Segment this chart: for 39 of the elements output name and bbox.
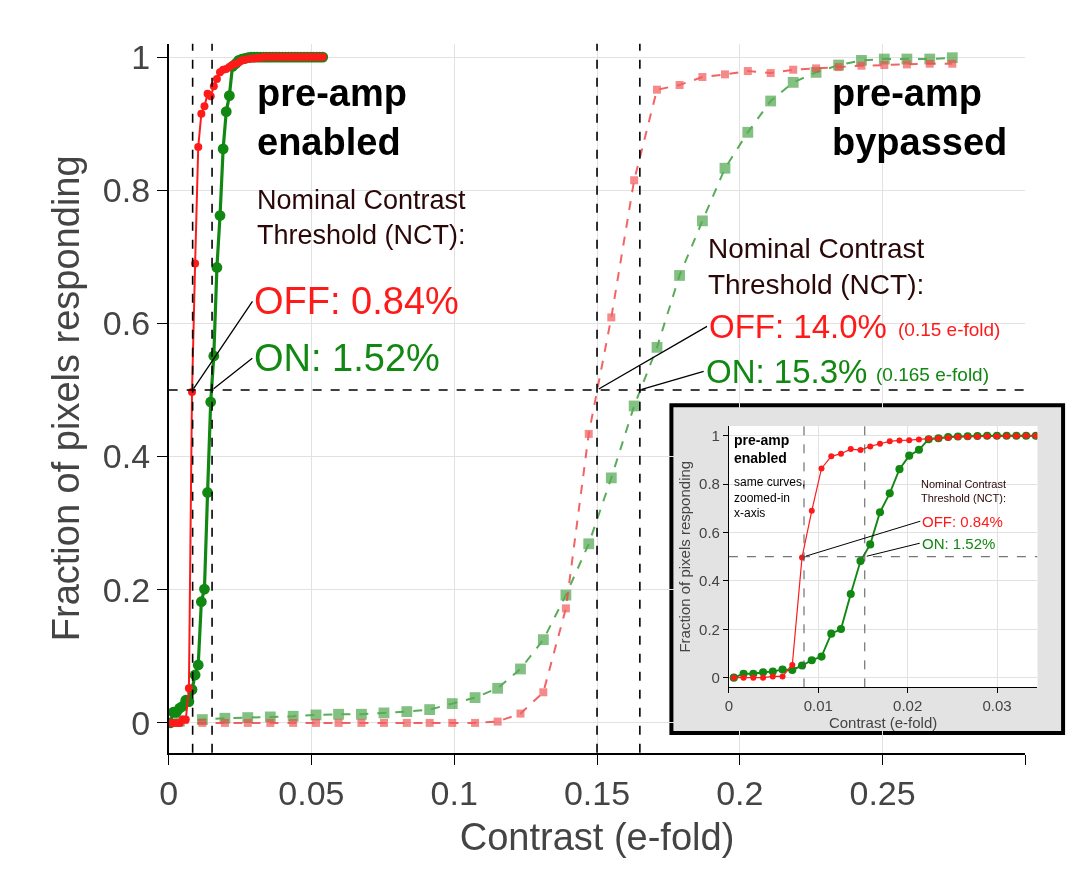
annotation: Nominal Contrast Threshold (NCT): xyxy=(921,478,1006,505)
annotation: (0.165 e-fold) xyxy=(876,364,990,385)
y-tick-label: 0.4 xyxy=(699,572,720,590)
x-tick-label: 0 xyxy=(159,774,179,813)
annotation: ON: 1.52% xyxy=(254,337,440,379)
annotation: OFF: 14.0% xyxy=(709,308,887,345)
annotation: ON: 15.3% xyxy=(706,353,868,390)
y-tick-label: 0.4 xyxy=(102,437,151,476)
annotation: ON: 1.52% xyxy=(922,535,996,552)
x-tick-label: 0.01 xyxy=(803,697,833,715)
annotation: pre-amp enabled xyxy=(257,72,407,164)
y-tick-label: 0 xyxy=(711,668,720,686)
x-axis-title: Contrast (e-fold) xyxy=(828,714,938,732)
y-tick-label: 0.2 xyxy=(102,570,151,609)
y-tick-label: 0.6 xyxy=(102,304,151,343)
x-tick-label: 0.02 xyxy=(893,697,923,715)
x-axis-title: Contrast (e-fold) xyxy=(459,816,735,859)
y-tick-label: 0.8 xyxy=(102,171,151,210)
y-tick-label: 1 xyxy=(131,37,151,76)
x-tick-label: 0.15 xyxy=(563,774,631,813)
y-tick-label: 1 xyxy=(711,427,720,445)
x-tick-label: 0.03 xyxy=(982,697,1012,715)
x-tick-label: 0.05 xyxy=(278,774,345,813)
x-tick-label: 0 xyxy=(724,697,734,715)
x-tick-label: 0.25 xyxy=(849,774,916,813)
y-axis-title: Fraction of pixels responding xyxy=(676,460,694,653)
y-tick-label: 0.2 xyxy=(699,620,720,638)
y-tick-label: 0.6 xyxy=(699,523,720,541)
annotation: Nominal Contrast Threshold (NCT): xyxy=(257,185,467,251)
annotation: OFF: 0.84% xyxy=(254,280,459,322)
y-axis-title: Fraction of pixels responding xyxy=(44,155,87,642)
annotation: (0.15 e-fold) xyxy=(898,319,1001,340)
annotation: OFF: 0.84% xyxy=(922,513,1003,530)
annotation: pre-amp enabled xyxy=(734,432,790,467)
annotation: pre-amp bypassed xyxy=(832,72,1008,164)
annotation: same curves, zoomed-in x-axis xyxy=(734,475,806,521)
x-tick-label: 0.1 xyxy=(430,774,478,813)
annotation: Nominal Contrast Threshold (NCT): xyxy=(708,233,925,301)
y-tick-label: 0.8 xyxy=(699,475,720,493)
